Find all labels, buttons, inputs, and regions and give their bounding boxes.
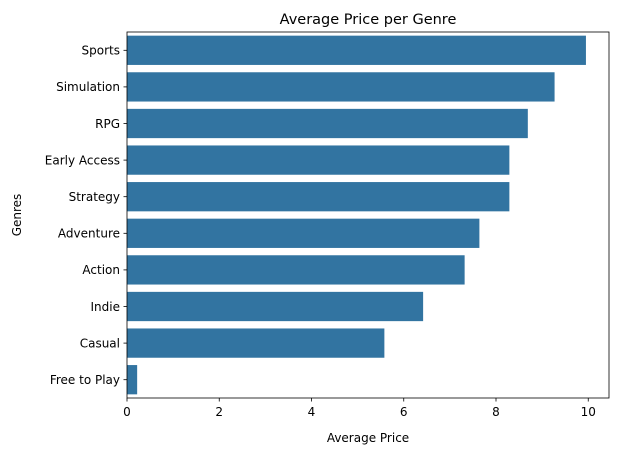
- chart-title: Average Price per Genre: [280, 12, 457, 28]
- bar-casual: [127, 328, 385, 358]
- y-tick-label: RPG: [95, 117, 120, 131]
- y-tick-label: Adventure: [58, 227, 120, 241]
- x-tick-label: 6: [400, 405, 408, 419]
- y-tick-label: Early Access: [45, 153, 120, 167]
- x-tick-label: 2: [215, 405, 223, 419]
- x-axis-ticks: 0 2 4 6 8 10: [123, 398, 596, 419]
- y-axis-ticks: Sports Simulation RPG Early Access Strategy A…: [45, 44, 127, 387]
- y-tick-label: Free to Play: [50, 373, 120, 387]
- y-tick-label: Simulation: [56, 80, 120, 94]
- bar-free-to-play: [127, 365, 138, 395]
- bar-early-access: [127, 145, 510, 175]
- y-tick-label: Action: [82, 263, 120, 277]
- y-tick-label: Sports: [82, 44, 120, 58]
- y-tick-label: Casual: [80, 336, 120, 350]
- bar-action: [127, 255, 465, 285]
- x-axis-label: Average Price: [327, 431, 409, 445]
- y-tick-label: Strategy: [69, 190, 120, 204]
- x-tick-label: 0: [123, 405, 131, 419]
- plot-frame: [126, 31, 610, 399]
- bars-group: [127, 35, 586, 395]
- bar-indie: [127, 291, 424, 322]
- bar-adventure: [127, 218, 480, 248]
- bar-simulation: [127, 72, 555, 102]
- bar-sports: [127, 35, 586, 65]
- y-tick-label: Indie: [91, 300, 120, 314]
- y-axis-label: Genres: [10, 194, 24, 237]
- bar-strategy: [127, 182, 510, 212]
- bar-rpg: [127, 108, 528, 139]
- x-tick-label: 8: [492, 405, 500, 419]
- x-tick-label: 10: [581, 405, 596, 419]
- x-tick-label: 4: [308, 405, 316, 419]
